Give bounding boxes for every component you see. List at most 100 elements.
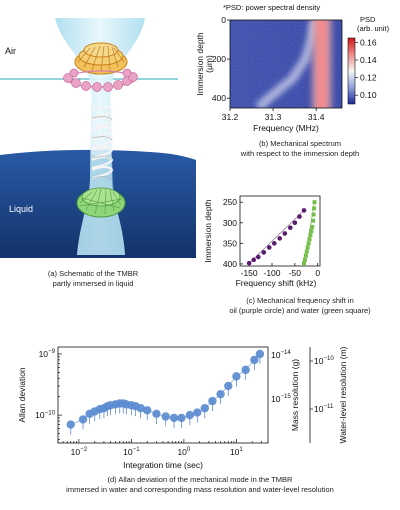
bottom-resonator [76, 187, 126, 218]
helix-coil [91, 105, 114, 180]
shift-point-oil [287, 225, 293, 231]
allan-y-tick-label: 10−10 [35, 409, 55, 420]
heatmap-axes: 31.2 31.3 31.4 0 200 400 Frequency (MHz) Immers… [195, 15, 325, 133]
shift-y-tick-label: 300 [223, 218, 237, 228]
caption-a-line1: (a) Schematic of the TMBR [48, 269, 139, 278]
allan-y-tick-label: 10−9 [39, 348, 56, 359]
allan-point [216, 389, 225, 399]
shift-point-water [302, 257, 307, 262]
allan-right2-tick-label: 10−10 [314, 355, 334, 366]
allan-point [200, 403, 209, 413]
allan-right1-label: Mass resolution (g) [290, 359, 300, 431]
colorbar [347, 37, 356, 105]
heatmap-x-tick-label: 31.4 [308, 112, 325, 122]
colorbar-tick-label: 0.12 [360, 73, 377, 83]
shift-point-oil [251, 257, 257, 263]
allan-point [255, 349, 265, 359]
shift-point-water [306, 241, 311, 246]
shift-point-oil [297, 214, 302, 219]
caption-b-line1: (b) Mechanical spectrum [259, 139, 341, 148]
shift-point-oil [246, 260, 252, 266]
heatmap-y-tick-label: 400 [212, 93, 226, 103]
heatmap-panel: *PSD: power spectral density 31.2 31.3 31.… [195, 3, 390, 158]
allan-point [66, 420, 75, 429]
heatmap-x-tick-label: 31.3 [265, 112, 282, 122]
shift-point-water [305, 245, 310, 250]
allan-right2-tick-label: 10−11 [314, 403, 334, 414]
caption-a-line2: partly immersed in liquid [53, 279, 134, 288]
shift-point-water [302, 261, 306, 266]
shift-point-water [303, 253, 308, 258]
shift-point-oil [282, 231, 288, 236]
heatmap-y-label-2: (μm) [204, 55, 214, 73]
bead-ring [63, 68, 138, 92]
liquid-label: Liquid [9, 204, 33, 214]
psd-note: *PSD: power spectral density [223, 3, 320, 12]
allan-point [142, 406, 152, 415]
allan-right2-label: Water-level resolution (m) [338, 346, 348, 443]
heatmap-area [230, 20, 342, 108]
shift-point-water [311, 218, 316, 223]
heatmap-x-label: Frequency (MHz) [253, 123, 319, 133]
allan-x-label: Integration time (sec) [123, 460, 203, 470]
shift-x-tick-label: -100 [263, 268, 280, 278]
allan-point [152, 409, 161, 419]
heatmap-y-label-1: Immersion depth [195, 32, 205, 96]
air-label: Air [5, 46, 16, 56]
caption-c-line2: oil (purple circle) and water (green squ… [229, 306, 371, 315]
shift-point-water [312, 206, 317, 211]
shift-y-tick-label: 350 [223, 238, 237, 248]
allan-panel: 10−2 10−1 100 101 10−10 10−9 Integration time … [17, 346, 348, 494]
caption-d-line1: (d) Allan deviation of the mechanical mo… [108, 475, 294, 484]
allan-x-tick-label: 100 [177, 446, 190, 457]
shift-point-oil [292, 220, 298, 226]
shift-x-tick-label: -50 [289, 268, 302, 278]
shift-x-tick-label: -150 [241, 268, 258, 278]
shift-x-tick-label: 0 [315, 268, 320, 278]
heatmap-frame [229, 19, 343, 109]
allan-plot: 10−2 10−1 100 101 10−10 10−9 Integration time … [17, 346, 348, 470]
caption-c-line1: (c) Mechanical frequency shift in [246, 296, 354, 305]
allan-x-tick-label: 10−2 [71, 446, 88, 457]
caption-b-line2: with respect to the immersion depth [240, 149, 359, 158]
shift-point-water [312, 200, 317, 205]
shift-point-water [304, 249, 309, 254]
allan-point [241, 365, 250, 375]
allan-point [185, 410, 195, 420]
allan-point [232, 372, 241, 381]
top-resonator [74, 42, 128, 75]
shift-point-oil [271, 241, 277, 246]
shift-y-tick-label: 250 [223, 197, 237, 207]
shift-point-water [311, 212, 316, 217]
shift-x-label: Frequency shift (kHz) [236, 278, 317, 288]
allan-point [161, 412, 170, 421]
shift-plot: -150 -100 -50 0 250 300 350 400 Frequency shift … [203, 197, 320, 288]
shift-point-oil [301, 208, 307, 213]
colorbar-ticks: 0.16 0.14 0.12 0.10 [355, 37, 377, 100]
shift-fit-line [248, 210, 305, 264]
shift-point-water [310, 224, 315, 229]
allan-point [250, 355, 259, 365]
allan-point [136, 403, 145, 413]
caption-d-line2: immersed in water and corresponding mass… [66, 485, 334, 494]
colorbar-title-1: PSD [360, 15, 376, 24]
allan-right1-tick-label: 10−15 [271, 393, 291, 404]
colorbar-tick-label: 0.14 [360, 55, 377, 65]
heatmap-x-tick-label: 31.2 [222, 112, 239, 122]
allan-plot-frame [57, 346, 269, 444]
allan-point [177, 413, 186, 423]
colorbar-title-2: (arb. unit) [357, 24, 390, 33]
allan-point [193, 408, 202, 417]
shift-point-oil [266, 245, 272, 250]
allan-right1-tick-label: 10−14 [271, 349, 291, 360]
freq-shift-panel: -150 -100 -50 0 250 300 350 400 Frequency shift … [203, 195, 371, 315]
allan-point [78, 415, 88, 424]
allan-point [169, 413, 179, 423]
allan-x-tick-label: 101 [230, 446, 243, 457]
shift-point-oil [261, 250, 267, 255]
allan-point [208, 396, 217, 406]
shift-point-water [309, 229, 314, 233]
shift-point-oil [255, 254, 261, 260]
schematic-panel: Air Liquid (a) Schematic of the TMBR par… [0, 18, 196, 288]
